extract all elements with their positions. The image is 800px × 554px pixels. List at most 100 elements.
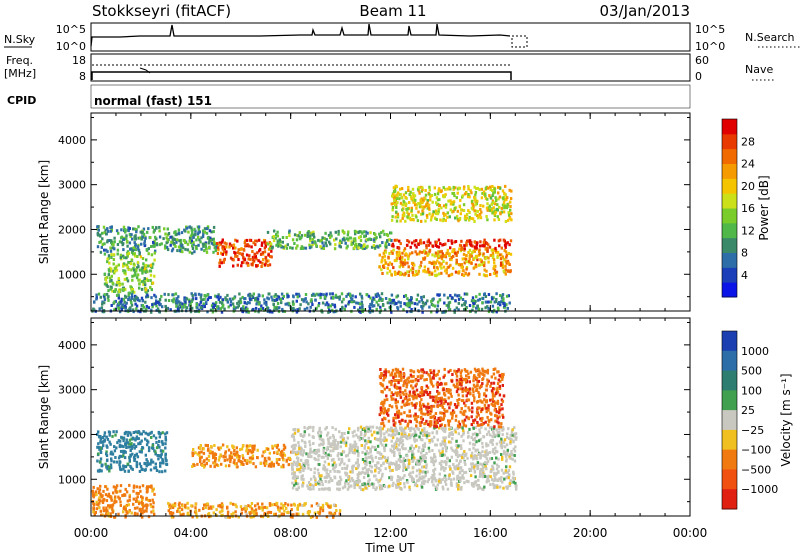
power-cell [102, 225, 106, 229]
power-cell [144, 236, 147, 240]
power-cell [484, 295, 488, 298]
velocity-cell [406, 399, 409, 402]
velocity-cell [512, 480, 515, 484]
velocity-cell [404, 395, 408, 399]
power-cell [380, 260, 383, 264]
velocity-cell [233, 452, 237, 456]
power-cell [489, 300, 493, 304]
velocity-cell [476, 464, 480, 468]
velocity-cell [127, 430, 130, 434]
velocity-cell [345, 467, 348, 471]
power-cell [472, 206, 475, 210]
velocity-cell [129, 433, 133, 437]
velocity-cell [386, 461, 389, 464]
velocity-cell [211, 450, 214, 454]
velocity-cell [483, 475, 487, 478]
power-cell [302, 299, 305, 303]
power-cell [213, 304, 216, 307]
velocity-cell [138, 450, 141, 454]
power-cell [265, 303, 268, 307]
power-cell [330, 234, 333, 238]
velocity-cell [443, 426, 447, 430]
velocity-cell [455, 459, 458, 463]
power-cell [312, 230, 315, 234]
power-cell [507, 252, 510, 255]
velocity-cell [361, 470, 364, 474]
velocity-cell [452, 463, 455, 466]
power-cell [291, 238, 295, 242]
power-cell [190, 300, 193, 304]
power-cell [106, 257, 109, 261]
velocity-cell [229, 457, 232, 461]
velocity-cell [318, 429, 321, 433]
power-cell [317, 293, 320, 297]
power-cell [175, 232, 178, 236]
power-cell [386, 301, 389, 305]
power-cell [488, 245, 492, 249]
power-cell [430, 303, 434, 306]
velocity-cell [205, 462, 208, 466]
power-cell [473, 195, 476, 199]
velocity-cell [152, 501, 155, 505]
velocity-cell [395, 429, 399, 433]
velocity-cell [364, 456, 368, 460]
velocity-cell [435, 443, 438, 447]
power-cell [338, 297, 341, 301]
velocity-cell [102, 497, 106, 501]
velocity-cell [418, 446, 421, 450]
velocity-cell [484, 465, 487, 469]
velocity-cell [320, 455, 324, 459]
power-cell [234, 251, 237, 255]
power-cell [379, 305, 382, 309]
velocity-cell [473, 443, 477, 447]
power-cell [414, 198, 417, 202]
velocity-cell [481, 450, 484, 454]
power-cell [460, 263, 463, 266]
power-cell [101, 243, 104, 246]
velocity-cell [99, 457, 103, 461]
power-cell [413, 263, 416, 267]
velocity-cell [136, 506, 139, 510]
velocity-cell [451, 416, 454, 420]
velocity-cell [322, 441, 325, 445]
velocity-cell [105, 499, 109, 503]
power-cell [112, 253, 116, 257]
velocity-cell [331, 479, 334, 482]
velocity-cell [367, 446, 370, 450]
velocity-cell [96, 487, 99, 491]
velocity-cell [118, 445, 121, 449]
velocity-cell [468, 427, 471, 431]
power-cell [449, 263, 452, 267]
power-cell [278, 297, 281, 301]
velocity-cell [120, 468, 123, 472]
power-cell [191, 244, 194, 248]
power-cell [431, 200, 434, 204]
power-cell [437, 210, 440, 214]
velocity-cell [341, 486, 345, 490]
power-cell [403, 294, 406, 298]
velocity-cell [277, 463, 280, 466]
power-cell [138, 286, 141, 290]
power-cell [493, 202, 497, 206]
velocity-cell [425, 451, 428, 455]
power-cell [399, 187, 402, 191]
power-cell [307, 230, 310, 233]
velocity-cell [102, 489, 105, 493]
velocity-cell [113, 497, 117, 501]
velocity-cell [420, 477, 423, 481]
velocity-cell [444, 480, 447, 484]
velocity-cell [149, 462, 152, 466]
velocity-cell [433, 467, 437, 471]
power-cell [415, 239, 418, 243]
velocity-cell [101, 513, 104, 517]
velocity-cell [422, 482, 426, 485]
velocity-cell [105, 512, 108, 516]
power-cell [454, 240, 458, 243]
power-cell [442, 211, 445, 215]
velocity-cell [390, 391, 393, 395]
velocity-cell [485, 462, 489, 466]
velocity-cell [96, 469, 100, 473]
velocity-cell [143, 509, 147, 513]
power-cell [124, 306, 127, 309]
power-cell [441, 252, 444, 256]
